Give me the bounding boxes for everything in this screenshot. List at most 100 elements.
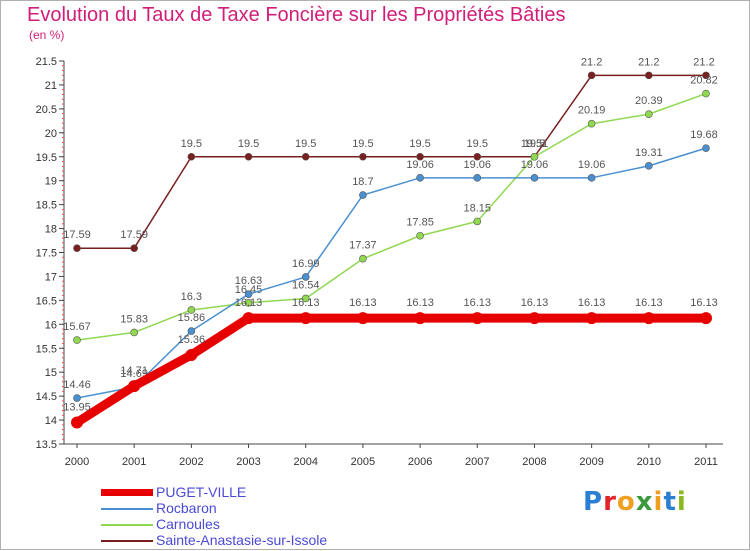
logo-letter: P (583, 487, 604, 517)
data-label-sainte-anastasie-sur-issole: 21.2 (581, 56, 602, 68)
chart-title: Evolution du Taux de Taxe Foncière sur l… (27, 4, 566, 26)
data-point-rocbaron (244, 290, 253, 298)
data-point-sainte-anastasie-sur-issole (416, 152, 424, 161)
x-tick-label: 2007 (465, 456, 489, 468)
y-tick-label: 18 (45, 224, 57, 236)
data-label-carnoules: 19.51 (521, 138, 549, 150)
data-point-carnoules (645, 110, 653, 118)
data-label-sainte-anastasie-sur-issole: 19.5 (295, 138, 316, 150)
data-label-carnoules: 16.3 (181, 291, 202, 303)
legend-label: PUGET-VILLE (156, 484, 247, 500)
legend-label: Carnoules (156, 516, 220, 532)
y-tick-label: 21.5 (36, 56, 57, 68)
data-point-sainte-anastasie-sur-issole (702, 71, 710, 80)
data-label-puget-ville: 16.13 (635, 297, 663, 309)
data-point-carnoules (187, 306, 196, 314)
x-tick-label: 2001 (122, 456, 146, 468)
data-point-sainte-anastasie-sur-issole (187, 152, 196, 161)
x-tick-label: 2004 (293, 456, 317, 468)
data-label-sainte-anastasie-sur-issole: 19.5 (467, 138, 488, 150)
data-point-puget-ville (471, 312, 484, 325)
logo-letter: i (653, 487, 664, 517)
y-tick-label: 14 (45, 415, 57, 427)
x-tick-label: 2008 (522, 456, 546, 468)
x-tick-label: 2002 (179, 456, 203, 468)
data-point-carnoules (244, 298, 253, 307)
y-axis-unit: (en %) (29, 28, 65, 42)
data-label-rocbaron: 19.06 (406, 159, 434, 171)
data-point-puget-ville (71, 416, 83, 429)
data-point-rocbaron (359, 191, 367, 199)
data-label-carnoules: 20.19 (578, 105, 606, 117)
y-tick-label: 16 (45, 319, 57, 331)
data-point-carnoules (473, 217, 482, 226)
data-label-puget-ville: 13.95 (63, 401, 91, 413)
data-point-puget-ville (242, 312, 255, 325)
y-tick-label: 20 (45, 128, 57, 140)
data-label-carnoules: 20.82 (690, 75, 718, 87)
data-point-rocbaron (473, 174, 482, 182)
data-label-carnoules: 17.85 (406, 217, 434, 229)
data-label-rocbaron: 19.68 (690, 129, 718, 141)
series-line-carnoules (76, 92, 707, 341)
y-tick-label: 20.5 (36, 104, 57, 116)
logo-letter: i (676, 487, 687, 517)
data-label-rocbaron: 16.63 (235, 275, 263, 287)
y-tick-label: 15 (45, 367, 57, 379)
data-point-puget-ville (128, 380, 141, 393)
y-tick-label: 19.5 (36, 152, 57, 164)
data-label-puget-ville: 14.71 (120, 365, 148, 377)
data-label-rocbaron: 19.31 (635, 147, 663, 159)
data-label-puget-ville: 16.13 (521, 297, 549, 309)
data-label-sainte-anastasie-sur-issole: 21.2 (693, 56, 714, 68)
y-tick-label: 14.5 (36, 391, 57, 403)
data-point-sainte-anastasie-sur-issole (73, 244, 81, 252)
legend-label: Rocbaron (156, 500, 217, 516)
y-tick-label: 15.5 (36, 343, 57, 355)
data-point-puget-ville (642, 312, 655, 325)
data-point-sainte-anastasie-sur-issole (359, 152, 367, 161)
data-point-carnoules (301, 294, 310, 303)
data-point-rocbaron (301, 273, 310, 281)
x-tick-label: 2010 (637, 456, 661, 468)
y-tick-label: 19 (45, 176, 57, 188)
data-label-sainte-anastasie-sur-issole: 17.59 (63, 229, 91, 241)
x-tick-label: 2005 (351, 456, 375, 468)
logo-letter: t (663, 487, 677, 517)
series-line-sainte-anastasie-sur-issole (77, 74, 706, 249)
data-label-carnoules: 20.39 (635, 95, 663, 107)
data-label-rocbaron: 14.69 (120, 368, 148, 380)
data-label-sainte-anastasie-sur-issole: 17.59 (120, 229, 148, 241)
data-point-sainte-anastasie-sur-issole (587, 71, 596, 80)
data-label-rocbaron: 14.46 (63, 379, 91, 391)
data-label-sainte-anastasie-sur-issole: 19.5 (409, 138, 430, 150)
data-point-puget-ville (585, 312, 598, 325)
data-label-rocbaron: 18.7 (352, 176, 373, 188)
data-label-rocbaron: 19.06 (464, 159, 492, 171)
data-point-puget-ville (528, 312, 541, 325)
data-label-sainte-anastasie-sur-issole: 19.5 (238, 138, 259, 150)
data-point-sainte-anastasie-sur-issole (645, 71, 653, 80)
data-label-carnoules: 17.37 (349, 240, 377, 252)
series-line-rocbaron (76, 147, 707, 399)
data-point-carnoules (587, 119, 596, 128)
data-point-carnoules (530, 152, 539, 161)
y-tick-label: 17 (45, 271, 57, 283)
legend-swatch-puget-ville (101, 489, 153, 496)
data-label-puget-ville: 16.13 (406, 297, 434, 309)
data-point-rocbaron (702, 144, 710, 152)
data-point-rocbaron (645, 162, 653, 170)
data-point-carnoules (73, 336, 81, 344)
data-label-carnoules: 16.54 (292, 279, 320, 291)
data-label-rocbaron: 16.99 (292, 258, 320, 270)
data-point-rocbaron (73, 394, 81, 402)
data-label-puget-ville: 16.13 (690, 297, 718, 309)
data-point-carnoules (416, 231, 424, 240)
data-point-sainte-anastasie-sur-issole (473, 152, 482, 161)
y-tick-label: 13.5 (36, 439, 57, 451)
data-point-sainte-anastasie-sur-issole (301, 152, 310, 161)
data-label-sainte-anastasie-sur-issole: 19.5 (181, 138, 202, 150)
logo-letter: r (603, 487, 617, 517)
x-tick-label: 2003 (236, 456, 260, 468)
